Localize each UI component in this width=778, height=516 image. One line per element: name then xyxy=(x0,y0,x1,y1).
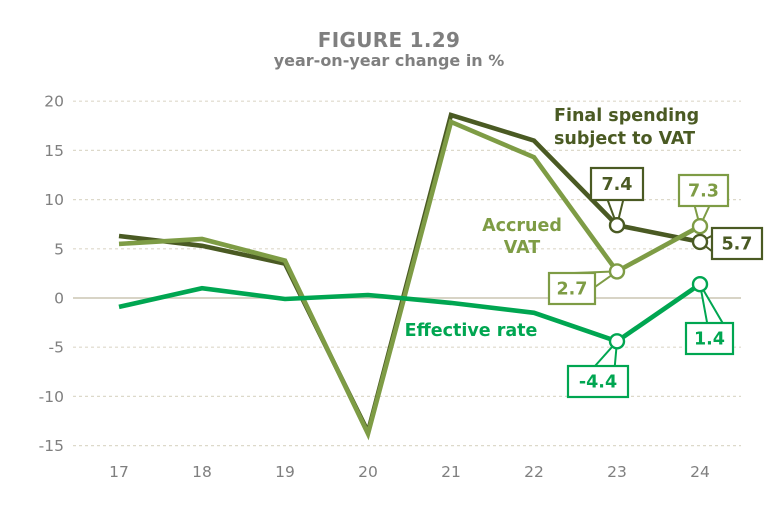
x-tick-label: 22 xyxy=(524,463,544,481)
callout-box xyxy=(710,226,764,261)
callout-value: 5.7 xyxy=(721,235,752,255)
callout-value: 2.7 xyxy=(556,280,587,300)
y-tick-label: -15 xyxy=(39,437,64,455)
callout-value: -4.4 xyxy=(579,373,617,393)
callout-box xyxy=(566,364,630,399)
x-tick-label: 23 xyxy=(607,463,627,481)
chart-subtitle: year-on-year change in % xyxy=(273,51,505,70)
x-tick-label: 24 xyxy=(690,463,710,481)
y-tick-label: 0 xyxy=(54,290,64,308)
callout-box xyxy=(589,166,645,202)
callout-box xyxy=(547,271,597,306)
y-tick-label: -10 xyxy=(39,388,64,406)
x-tick-label: 17 xyxy=(109,463,129,481)
series-label-accrued-vat: Accrued VAT xyxy=(482,216,562,258)
data-point-marker xyxy=(691,276,709,293)
series-line-accrued-vat xyxy=(118,118,702,441)
data-point-marker xyxy=(608,263,626,280)
y-tick-label: 10 xyxy=(44,191,64,209)
x-tick-label: 19 xyxy=(275,463,295,481)
y-tick-label: 15 xyxy=(44,142,64,160)
callout-box xyxy=(684,321,735,356)
callout-box xyxy=(677,173,730,208)
x-tick-label: 18 xyxy=(192,463,212,481)
data-point-marker xyxy=(608,333,626,350)
x-tick-label: 20 xyxy=(358,463,378,481)
x-tick-label: 21 xyxy=(441,463,461,481)
series-label-effective-rate: Effective rate xyxy=(405,321,538,341)
callout-value: 7.4 xyxy=(601,175,632,195)
y-tick-label: 20 xyxy=(44,93,64,111)
data-point-marker xyxy=(691,217,709,235)
y-tick-label: 5 xyxy=(54,240,64,258)
data-point-marker xyxy=(608,216,626,234)
chart-title: FIGURE 1.29 xyxy=(317,28,461,52)
data-point-marker xyxy=(691,233,709,251)
series-label-final-spending-subject-to-vat: Final spending subject to VAT xyxy=(554,106,699,149)
series-line-effective-rate xyxy=(118,282,702,344)
y-tick-label: -5 xyxy=(49,339,64,357)
callout-value: 1.4 xyxy=(694,330,725,350)
callout-value: 7.3 xyxy=(688,182,719,202)
